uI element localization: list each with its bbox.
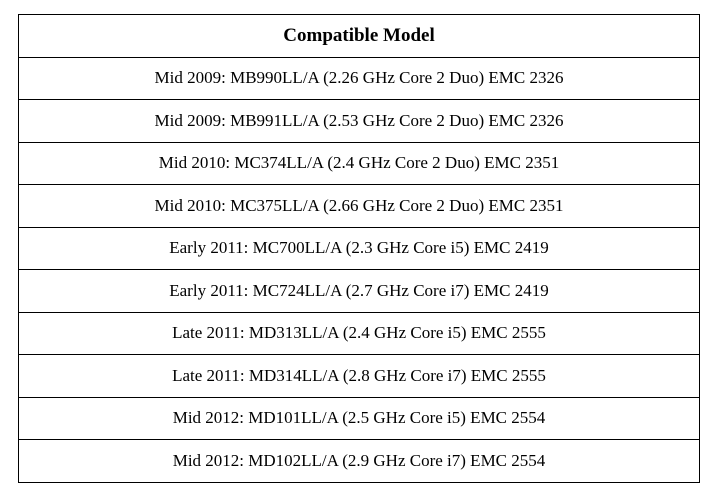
model-cell: Late 2011: MD313LL/A (2.4 GHz Core i5) E… — [18, 311, 700, 355]
table-row: Mid 2012: MD101LL/A (2.5 GHz Core i5) EM… — [18, 396, 700, 440]
model-cell: Mid 2012: MD102LL/A (2.9 GHz Core i7) EM… — [18, 439, 700, 483]
table-row: Mid 2010: MC375LL/A (2.66 GHz Core 2 Duo… — [18, 184, 700, 228]
header-row: Compatible Model — [18, 14, 700, 58]
model-cell: Late 2011: MD314LL/A (2.8 GHz Core i7) E… — [18, 354, 700, 398]
table-row: Mid 2009: MB990LL/A (2.26 GHz Core 2 Duo… — [18, 56, 700, 100]
model-cell: Mid 2010: MC375LL/A (2.66 GHz Core 2 Duo… — [18, 184, 700, 228]
table-body: Mid 2009: MB990LL/A (2.26 GHz Core 2 Duo… — [18, 56, 700, 483]
compat-table: Compatible Model Mid 2009: MB990LL/A (2.… — [18, 14, 700, 483]
header-cell: Compatible Model — [18, 14, 700, 58]
table-row: Early 2011: MC724LL/A (2.7 GHz Core i7) … — [18, 269, 700, 313]
table-row: Late 2011: MD313LL/A (2.4 GHz Core i5) E… — [18, 311, 700, 355]
table-row: Mid 2012: MD102LL/A (2.9 GHz Core i7) EM… — [18, 439, 700, 483]
model-cell: Mid 2009: MB991LL/A (2.53 GHz Core 2 Duo… — [18, 99, 700, 143]
model-cell: Early 2011: MC700LL/A (2.3 GHz Core i5) … — [18, 226, 700, 270]
model-cell: Mid 2010: MC374LL/A (2.4 GHz Core 2 Duo)… — [18, 141, 700, 185]
model-cell: Mid 2012: MD101LL/A (2.5 GHz Core i5) EM… — [18, 396, 700, 440]
model-cell: Early 2011: MC724LL/A (2.7 GHz Core i7) … — [18, 269, 700, 313]
table-row: Mid 2009: MB991LL/A (2.53 GHz Core 2 Duo… — [18, 99, 700, 143]
table-row: Early 2011: MC700LL/A (2.3 GHz Core i5) … — [18, 226, 700, 270]
table-row: Late 2011: MD314LL/A (2.8 GHz Core i7) E… — [18, 354, 700, 398]
model-cell: Mid 2009: MB990LL/A (2.26 GHz Core 2 Duo… — [18, 56, 700, 100]
table-row: Mid 2010: MC374LL/A (2.4 GHz Core 2 Duo)… — [18, 141, 700, 185]
